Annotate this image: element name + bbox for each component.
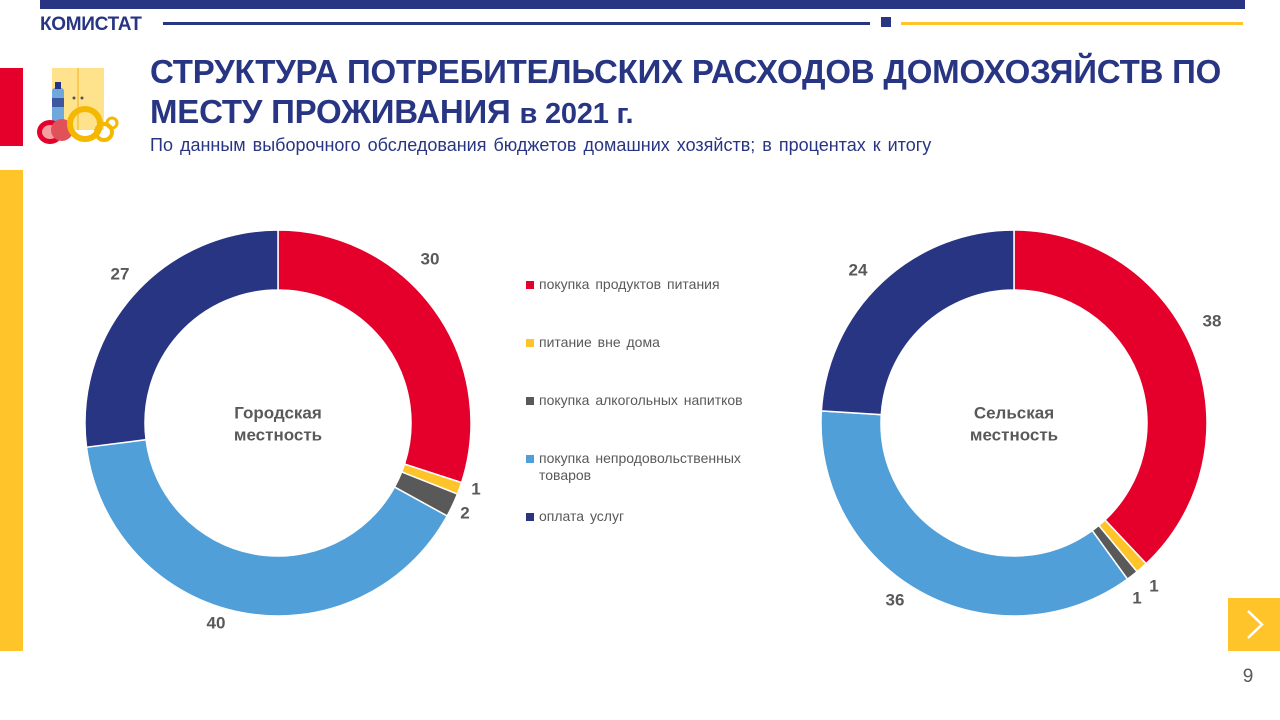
donut-segment	[820, 229, 1015, 416]
groceries-icon	[34, 66, 124, 156]
data-label: 27	[111, 264, 130, 283]
donut-segment	[84, 229, 279, 449]
legend-swatch	[526, 455, 534, 463]
chart-center-label: Городская	[234, 403, 322, 422]
next-slide-button[interactable]	[1228, 598, 1280, 651]
chart-center-label: местность	[234, 425, 322, 444]
page-title-year: в 2021 г.	[519, 98, 634, 130]
data-label: 40	[207, 613, 226, 632]
legend-label: покупка продуктов питания	[539, 276, 720, 292]
header-rule-yellow	[901, 22, 1243, 25]
data-label: 1	[1132, 588, 1141, 607]
page-title-main: СТРУКТУРА ПОТРЕБИТЕЛЬСКИХ РАСХОДОВ ДОМОХ…	[150, 53, 1222, 130]
header-rule-navy	[163, 22, 870, 25]
chart-center-label: местность	[970, 425, 1058, 444]
donut-segment	[1013, 229, 1208, 565]
data-label: 1	[1149, 576, 1158, 595]
top-accent-bar	[40, 0, 1245, 9]
donut-segment	[820, 410, 1129, 617]
side-accent-red	[0, 68, 23, 146]
chevron-right-icon	[1247, 610, 1264, 639]
legend-swatch	[526, 281, 534, 289]
data-label: 36	[886, 590, 905, 609]
data-label: 2	[460, 503, 469, 522]
legend-label: оплата услуг	[539, 508, 625, 524]
page-subtitle: По данным выборочного обследования бюдже…	[150, 135, 932, 155]
donut-segment	[85, 438, 449, 617]
data-label: 1	[471, 479, 480, 498]
legend-swatch	[526, 397, 534, 405]
side-accent-yellow	[0, 170, 23, 651]
legend-swatch	[526, 339, 534, 347]
page-number: 9	[1242, 666, 1254, 687]
data-label: 38	[1203, 311, 1222, 330]
header-rule-square	[881, 17, 891, 27]
brand-logo-text: КОМИСТАТ	[40, 14, 142, 35]
chart-center-label: Сельская	[974, 403, 1054, 422]
legend-label: питание вне дома	[539, 334, 660, 350]
legend-label: покупка непродовольственных товаров	[539, 450, 741, 483]
donut-segment	[277, 229, 472, 484]
page-title: СТРУКТУРА ПОТРЕБИТЕЛЬСКИХ РАСХОДОВ ДОМОХ…	[150, 52, 1260, 134]
legend-label: покупка алкогольных напитков	[539, 392, 743, 408]
data-label: 24	[849, 260, 868, 279]
legend-swatch	[526, 513, 534, 521]
data-label: 30	[421, 249, 440, 268]
